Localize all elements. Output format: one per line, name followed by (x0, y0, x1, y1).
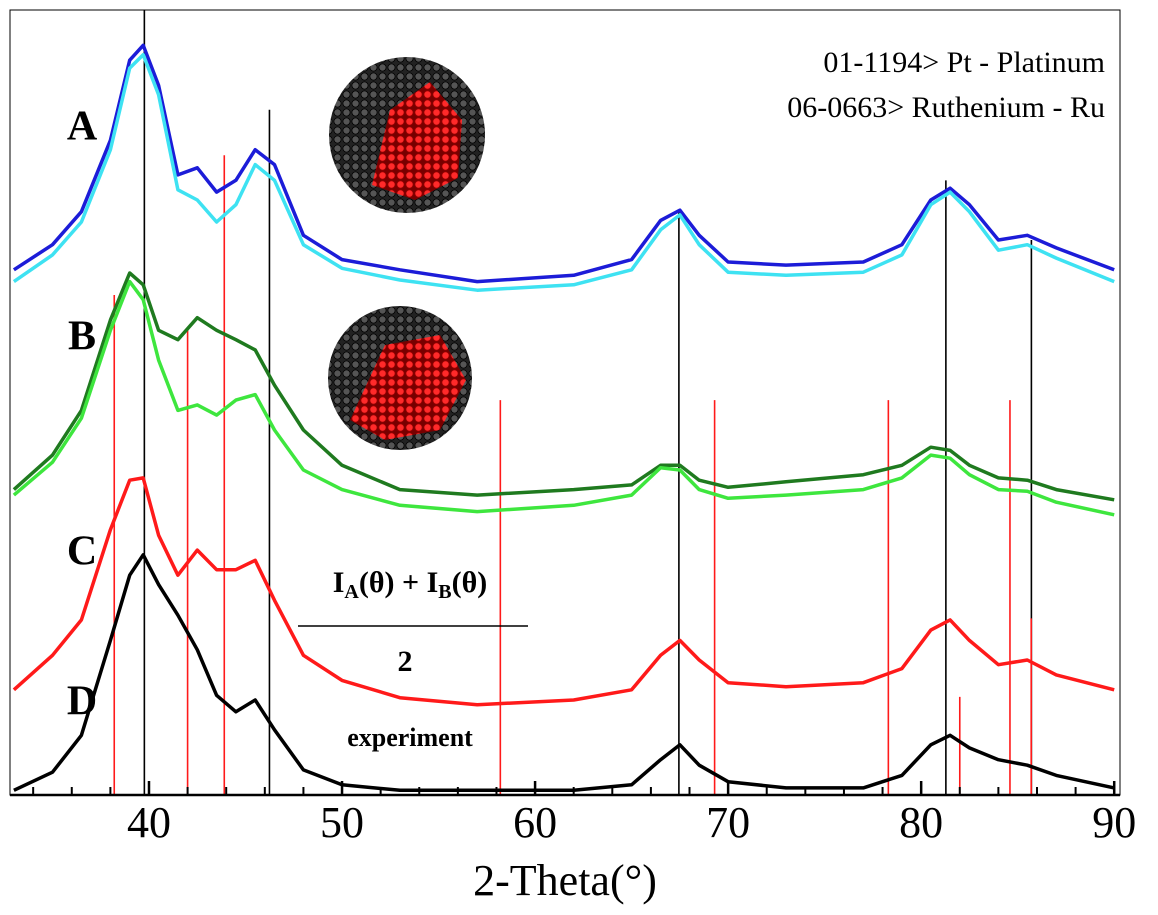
x-tick-label: 50 (320, 798, 364, 847)
xrd-curve (12, 43, 1115, 284)
x-tick-label: 90 (1092, 798, 1136, 847)
nanoparticle-b (328, 306, 472, 450)
xrd-curve (12, 279, 1115, 517)
x-tick-label: 40 (127, 798, 171, 847)
x-tick-label: 60 (513, 798, 557, 847)
formula-part: A (344, 581, 359, 603)
formula-denominator: 2 (398, 645, 413, 678)
x-tick-label: 70 (706, 798, 750, 847)
x-axis-title: 2-Theta(°) (473, 856, 657, 905)
xrd-curve (12, 271, 1115, 502)
formula-part: (θ) (452, 566, 488, 599)
annotation: experiment (347, 723, 473, 752)
curve-label: B (68, 314, 96, 360)
curve-label: D (67, 679, 97, 725)
legend-entry: 01-1194> Pt - Platinum (823, 46, 1105, 79)
formula-part: (θ) + I (359, 566, 438, 599)
xrd-curve (12, 476, 1115, 707)
curve-label: C (67, 529, 97, 575)
curve-label: A (67, 104, 98, 150)
xrd-curve (13, 553, 1115, 793)
nanoparticle-a (329, 57, 485, 213)
plot-area (12, 10, 1115, 795)
x-tick-label: 80 (899, 798, 943, 847)
legend-entry: 06-0663> Ruthenium - Ru (787, 91, 1105, 124)
formula-part: I (333, 566, 345, 599)
xrd-curve (12, 52, 1115, 292)
formula-numerator: IA(θ) + IB(θ) (333, 566, 488, 603)
formula-part: B (438, 581, 451, 603)
